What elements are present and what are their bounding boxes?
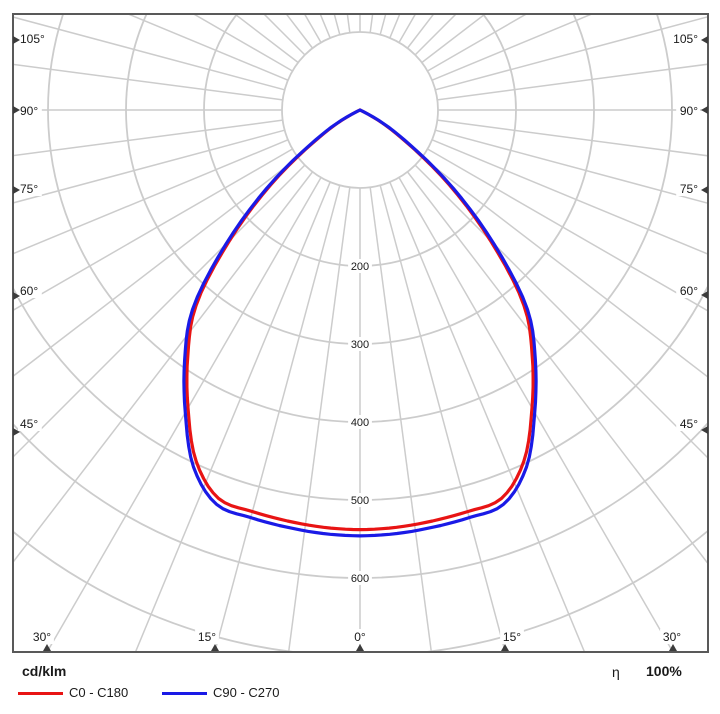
angle-label-bottom: 30° (33, 630, 51, 644)
grid-spoke (14, 63, 283, 101)
legend-line-c90-c270 (162, 692, 207, 695)
grid-spoke (389, 181, 585, 651)
angle-label-right: 60° (680, 284, 698, 298)
angle-label-left: 90° (20, 104, 38, 118)
tick-right (701, 291, 708, 299)
efficiency-symbol: η (612, 664, 620, 680)
legend-label-c0-c180: C0 - C180 (69, 685, 129, 700)
grid-spoke (14, 156, 299, 377)
grid-spoke (14, 148, 293, 311)
grid-spoke (214, 185, 341, 651)
unit-label: cd/klm (22, 663, 67, 679)
tick-right (701, 36, 708, 44)
grid-spoke (128, 15, 289, 81)
polar-chart: 200 300 400 500 600 105° 90° 75° 60° 45° 105° 90° 75… (12, 13, 709, 653)
grid-spoke (435, 16, 707, 91)
angle-label-left-halo (18, 103, 42, 118)
angle-label-left: 60° (20, 284, 38, 298)
polar-grid (14, 15, 707, 651)
tick-bottom (501, 644, 509, 651)
angle-label-right-halo (676, 283, 700, 298)
grid-spoke (414, 164, 707, 459)
angle-label-right: 90° (680, 104, 698, 118)
grid-spoke (263, 15, 306, 56)
grid-spoke (431, 139, 707, 255)
radial-label: 400 (351, 417, 369, 429)
angle-label-bottom-halo (660, 629, 684, 644)
grid-spoke (14, 129, 285, 204)
grid-spoke (406, 171, 707, 564)
radial-label-halo (348, 415, 372, 429)
tick-left (13, 292, 20, 300)
efficiency-value: 100% (646, 663, 682, 679)
radial-label: 500 (351, 495, 369, 507)
tick-right (701, 106, 708, 114)
grid-spoke (379, 185, 506, 651)
tick-right (701, 186, 708, 194)
grid-spoke (421, 156, 707, 378)
angle-label-bottom-halo (351, 629, 369, 644)
legend-line-c0-c180 (18, 692, 63, 695)
grid-spoke (135, 181, 331, 651)
tick-left (13, 36, 20, 44)
radial-label-halo (348, 493, 372, 507)
plot-border (12, 13, 709, 653)
grid-spoke (435, 129, 707, 204)
tick-bottom (211, 644, 219, 651)
angle-label-bottom-halo (195, 629, 219, 644)
tick-bottom (669, 644, 677, 651)
legend: C0 - C180 C90 - C270 (0, 684, 720, 706)
angle-label-bottom: 0° (354, 630, 366, 644)
radial-label-halo (348, 259, 372, 273)
tick-left (13, 106, 20, 114)
grid-spoke (14, 139, 289, 255)
angle-label-left: 75° (20, 182, 38, 196)
grid-spoke (14, 119, 283, 157)
radial-label-halo (348, 337, 372, 351)
axis-labels: 200 300 400 500 600 105° 90° 75° 60° 45° 105° 90° 75… (18, 31, 700, 644)
angle-label-left-halo (18, 416, 42, 431)
angle-label-bottom: 30° (663, 630, 681, 644)
angle-label-left: 45° (20, 417, 38, 431)
tick-right (701, 426, 708, 434)
grid-spoke (14, 16, 285, 91)
grid-spoke (46, 177, 322, 651)
tick-left (13, 428, 20, 436)
grid-spoke (437, 119, 707, 157)
angle-label-bottom: 15° (503, 630, 521, 644)
tick-bottom (43, 644, 51, 651)
angle-label-right-halo (676, 416, 700, 431)
curve-c90-c270 (182, 108, 538, 538)
grid-spoke (427, 148, 707, 312)
tick-bottom (356, 644, 364, 651)
angle-label-right: 45° (680, 417, 698, 431)
grid-spoke (431, 15, 592, 81)
radial-label-halo (348, 571, 372, 585)
angle-label-right: 75° (680, 182, 698, 196)
angle-label-left-halo (18, 181, 42, 196)
grid-spoke (14, 164, 306, 458)
radial-label: 200 (351, 261, 369, 273)
angle-label-bottom-halo (500, 629, 524, 644)
angle-label-right-halo (676, 103, 700, 118)
angle-label-bottom: 15° (198, 630, 216, 644)
radial-label: 600 (351, 573, 369, 585)
angle-label-left-halo (18, 31, 49, 46)
radial-label: 300 (351, 339, 369, 351)
grid-spoke (437, 63, 707, 101)
tick-left (13, 186, 20, 194)
angle-label-left: 105° (20, 32, 45, 46)
border-ticks (13, 36, 708, 651)
angle-label-right-halo (676, 181, 700, 196)
angle-label-bottom-halo (30, 629, 54, 644)
angle-label-left-halo (18, 283, 42, 298)
grid-spoke (398, 177, 674, 651)
angle-label-right: 105° (673, 32, 698, 46)
grid-spoke (414, 15, 457, 56)
angle-label-right-halo (669, 31, 700, 46)
legend-label-c90-c270: C90 - C270 (213, 685, 280, 700)
grid-spoke (14, 171, 314, 563)
